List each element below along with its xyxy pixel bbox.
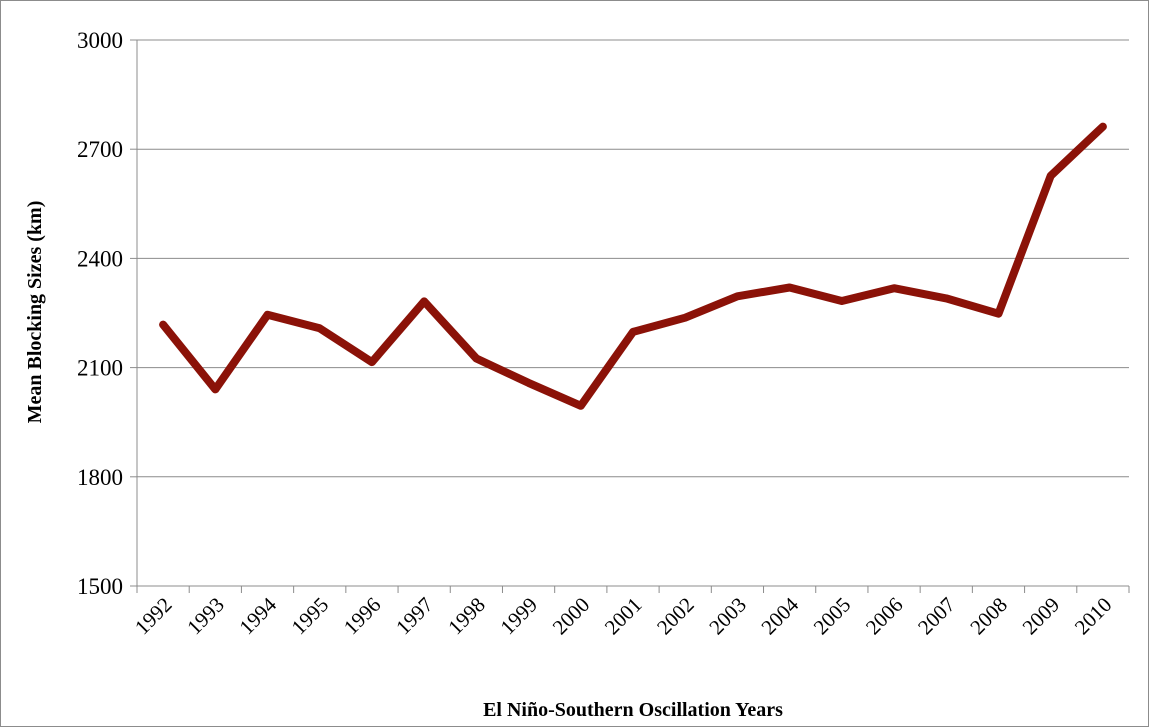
data-point	[319, 328, 320, 329]
axes	[130, 39, 1130, 593]
data-point	[789, 287, 790, 288]
data-point	[894, 288, 895, 289]
x-tick-label: 2001	[600, 593, 647, 640]
x-tick-label: 2000	[548, 593, 595, 640]
x-tick-label: 1997	[391, 593, 438, 640]
series-group	[159, 122, 1107, 410]
y-tick-label: 1800	[77, 465, 123, 490]
x-tick-label: 1995	[287, 593, 334, 640]
x-tick-label: 1998	[443, 593, 490, 640]
y-tick-label: 2700	[77, 137, 123, 162]
y-tick-labels: 1500 1800 2100 2400 2700 3000	[77, 28, 123, 599]
data-point	[580, 405, 581, 406]
data-point	[998, 313, 999, 314]
x-tick-label: 2005	[809, 593, 856, 640]
data-point	[1102, 126, 1103, 127]
x-tick-label: 1992	[130, 593, 177, 640]
x-tick-label: 2004	[756, 592, 803, 639]
data-point	[685, 317, 686, 318]
x-tick-label: 2010	[1070, 593, 1117, 640]
data-point	[841, 300, 842, 301]
data-point	[1050, 175, 1051, 176]
data-point	[476, 358, 477, 359]
x-tick-label: 1996	[339, 593, 386, 640]
data-point	[424, 301, 425, 302]
y-tick-label: 3000	[77, 28, 123, 53]
x-axis-title: El Niño-Southern Oscillation Years	[483, 699, 783, 721]
x-tick-label: 1993	[182, 593, 229, 640]
x-tick-label: 2009	[1018, 593, 1065, 640]
gridlines	[137, 39, 1129, 478]
y-tick-label: 1500	[77, 574, 123, 599]
data-point	[737, 296, 738, 297]
series-line	[159, 122, 1107, 410]
x-tick-label: 1999	[495, 593, 542, 640]
data-point	[946, 298, 947, 299]
data-point	[215, 389, 216, 390]
data-point	[267, 314, 268, 315]
x-tick-labels: 1992 1993 1994 1995 1996 1997 1998 1999 2000 2001…	[130, 592, 1116, 639]
x-tick-label: 1994	[234, 592, 281, 639]
x-tick-label: 2006	[861, 593, 908, 640]
data-point	[371, 362, 372, 363]
y-tick-label: 2100	[77, 356, 123, 381]
data-point	[163, 324, 164, 325]
y-tick-label: 2400	[77, 246, 123, 271]
y-axis-title: Mean Blocking Sizes (km)	[24, 201, 46, 424]
data-point	[528, 382, 529, 383]
x-tick-label: 2003	[704, 593, 751, 640]
x-tick-label: 2008	[965, 593, 1012, 640]
data-point	[633, 331, 634, 332]
x-tick-label: 2002	[652, 593, 699, 640]
x-tick-label: 2007	[913, 593, 960, 640]
